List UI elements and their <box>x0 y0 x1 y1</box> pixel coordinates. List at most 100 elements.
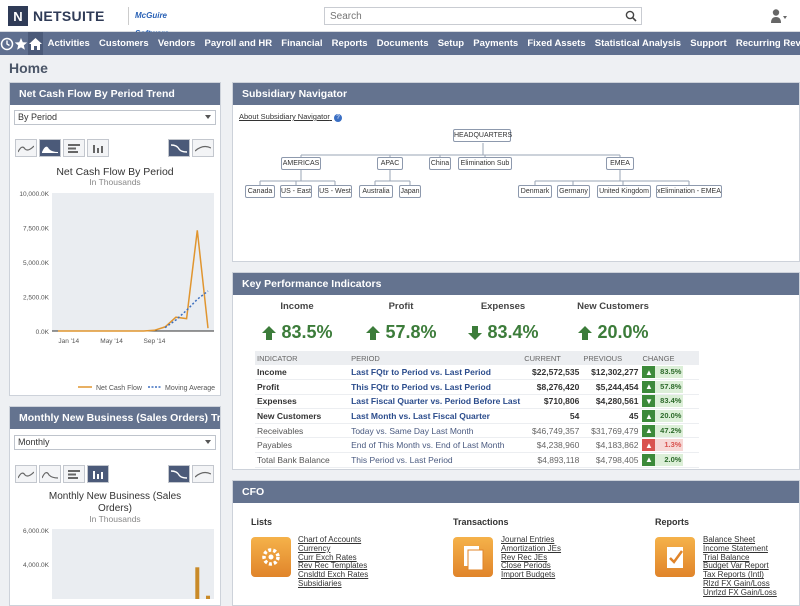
nav-payments[interactable]: Payments <box>473 38 519 49</box>
transactions-link[interactable]: Amortization JEs <box>501 543 562 553</box>
node-china[interactable]: China <box>429 157 451 170</box>
kpi-period-link[interactable]: This FQtr to Period vs. Last Period <box>349 379 523 395</box>
favorites-star-icon[interactable] <box>14 32 28 55</box>
lists-link[interactable]: Subsidiaries <box>298 578 342 588</box>
reports-clipboard-icon[interactable] <box>655 537 695 577</box>
kpi-portlet-title[interactable]: Key Performance Indicators <box>233 273 799 295</box>
node-headquarters[interactable]: HEADQUARTERS <box>453 129 512 142</box>
node-united-kingdom[interactable]: United Kingdom <box>597 185 651 198</box>
user-menu-icon[interactable] <box>770 8 788 24</box>
search-icon[interactable] <box>625 10 637 22</box>
lists-link[interactable]: Cnsldtd Exch Rates <box>298 570 369 580</box>
cashflow-period-select[interactable]: By Period <box>14 110 216 125</box>
node-denmark[interactable]: Denmark <box>518 185 552 198</box>
node-us-west[interactable]: US - West <box>318 185 352 198</box>
reports-link[interactable]: Tax Reports (Intl) <box>703 570 764 580</box>
kpi-period-link[interactable]: End of This Month vs. End of Last Month <box>349 437 523 454</box>
kpi-previous: $5,244,454 <box>581 379 641 395</box>
cashflow-portlet-title[interactable]: Net Cash Flow By Period Trend <box>10 83 220 105</box>
transactions-link[interactable]: Import Budgets <box>501 570 556 580</box>
nav-activities[interactable]: Activities <box>47 38 90 49</box>
line-chart-tab[interactable] <box>39 465 61 483</box>
transactions-link[interactable]: Journal Entries <box>501 535 555 544</box>
search-input[interactable] <box>325 8 615 24</box>
monthly-period-select[interactable]: Monthly <box>14 435 216 450</box>
lists-link[interactable]: Chart of Accounts <box>298 535 362 544</box>
column-chart-tab[interactable] <box>87 465 109 483</box>
trend-tab[interactable] <box>192 139 214 157</box>
node-xelimination-emea[interactable]: xElimination - EMEA <box>656 185 722 198</box>
top-header: N NETSUITE McGuire Software <box>0 0 800 38</box>
node-us-east[interactable]: US - East <box>280 185 312 198</box>
area-chart-tab[interactable] <box>15 465 37 483</box>
area-chart-tab[interactable] <box>15 139 37 157</box>
reports-link[interactable]: Balance Sheet <box>703 535 756 544</box>
lists-link[interactable]: Curr Exch Rates <box>298 552 357 562</box>
kpi-row: Receivables Today vs. Same Day Last Month… <box>255 423 699 439</box>
kpi-period-link[interactable]: This Period vs. Last Period <box>349 452 523 468</box>
trend-tab-active[interactable] <box>168 139 190 157</box>
node-apac[interactable]: APAC <box>377 157 403 170</box>
kpi-summary-expenses: Expenses 83.4% <box>453 301 553 343</box>
page-title: Home <box>9 60 48 76</box>
nav-support[interactable]: Support <box>690 38 727 49</box>
home-icon[interactable] <box>28 32 43 55</box>
nav-reports[interactable]: Reports <box>331 38 368 49</box>
lists-link[interactable]: Rev Rec Templates <box>298 561 368 571</box>
nav-fixed-assets[interactable]: Fixed Assets <box>527 38 586 49</box>
reports-link[interactable]: Income Statement <box>703 543 768 553</box>
nav-documents[interactable]: Documents <box>376 38 429 49</box>
bar-horizontal-tab[interactable] <box>63 465 85 483</box>
transactions-link[interactable]: Close Periods <box>501 561 551 571</box>
trend-tab-active[interactable] <box>168 465 190 483</box>
kpi-period-link[interactable]: Last Month vs. Last Fiscal Quarter <box>349 408 523 424</box>
node-australia[interactable]: Australia <box>359 185 393 198</box>
nav-setup[interactable]: Setup <box>437 38 465 49</box>
recent-records-icon[interactable] <box>0 32 14 55</box>
net-cash-flow-line <box>58 230 209 332</box>
netsuite-logo[interactable]: N NETSUITE <box>8 6 105 26</box>
transactions-document-icon[interactable] <box>453 537 493 577</box>
monthly-portlet-title[interactable]: Monthly New Business (Sales Orders) Tren… <box>10 407 220 429</box>
reports-link[interactable]: Unrlzd FX Gain/Loss <box>703 587 777 597</box>
column-chart-tab[interactable] <box>87 139 109 157</box>
kpi-period-link[interactable]: Today vs. Same Day Last Month <box>349 423 523 439</box>
reports-link[interactable]: Budget Var Report <box>703 561 769 571</box>
lists-link[interactable]: Currency <box>298 543 331 553</box>
nav-statistical-analysis[interactable]: Statistical Analysis <box>594 38 682 49</box>
transactions-link[interactable]: Rev Rec JEs <box>501 552 548 562</box>
about-subsidiary-link[interactable]: About Subsidiary Navigator ? <box>239 112 342 122</box>
nav-recurring-revenue[interactable]: Recurring Revenue <box>735 38 800 49</box>
cfo-portlet-title[interactable]: CFO <box>233 481 799 503</box>
node-elimination-sub[interactable]: Elimination Sub <box>458 157 512 170</box>
reports-link[interactable]: Rlzd FX Gain/Loss <box>703 578 770 588</box>
kpi-summary-percent: 57.8% <box>385 322 437 342</box>
kpi-current: $710,806 <box>522 394 582 410</box>
header-change: CHANGE <box>640 351 699 365</box>
node-canada[interactable]: Canada <box>245 185 275 198</box>
kpi-period-link[interactable]: Last Fiscal Quarter vs. Period Before La… <box>349 394 523 410</box>
kpi-indicator: New Customers <box>255 408 350 424</box>
nav-payroll-hr[interactable]: Payroll and HR <box>204 38 273 49</box>
line-chart-tab[interactable] <box>39 139 61 157</box>
up-arrow-icon: ▲ <box>642 380 656 393</box>
subsidiary-portlet-title[interactable]: Subsidiary Navigator <box>233 83 799 105</box>
reports-link[interactable]: Trial Balance <box>703 552 750 562</box>
bar-horizontal-tab[interactable] <box>63 139 85 157</box>
node-japan[interactable]: Japan <box>399 185 421 198</box>
monthly-business-portlet: Monthly New Business (Sales Orders) Tren… <box>9 406 221 606</box>
lists-gear-icon[interactable] <box>251 537 291 577</box>
nav-vendors[interactable]: Vendors <box>157 38 196 49</box>
node-americas[interactable]: AMERICAS <box>281 157 321 170</box>
logo-text: NETSUITE <box>33 8 105 24</box>
nav-customers[interactable]: Customers <box>99 38 149 49</box>
trend-tab[interactable] <box>192 465 214 483</box>
kpi-indicator: Expenses <box>255 394 350 410</box>
help-icon[interactable]: ? <box>333 114 342 122</box>
kpi-previous: 45 <box>581 408 641 424</box>
kpi-period-link[interactable]: Last FQtr to Period vs. Last Period <box>349 365 523 381</box>
node-germany[interactable]: Germany <box>557 185 590 198</box>
nav-financial[interactable]: Financial <box>281 38 323 49</box>
node-emea[interactable]: EMEA <box>606 157 634 170</box>
y-tick-label: 0.0K <box>36 329 50 336</box>
